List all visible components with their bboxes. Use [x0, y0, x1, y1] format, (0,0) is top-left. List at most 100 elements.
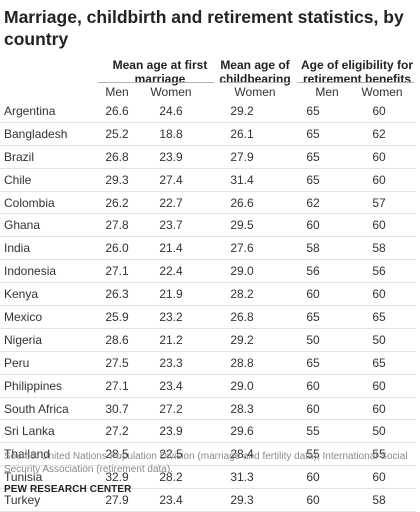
women-marriage-cell: 28.2 [159, 470, 183, 485]
country-cell: Kenya [4, 287, 39, 302]
childbearing-cell: 28.3 [230, 401, 254, 416]
country-cell: Colombia [4, 195, 55, 210]
women-retirement-cell: 56 [372, 264, 386, 279]
childbearing-cell: 28.4 [230, 447, 254, 462]
table-row: South Africa 30.7 27.2 28.3 60 60 [0, 397, 416, 420]
men-marriage-cell: 28.6 [105, 332, 129, 347]
men-marriage-cell: 26.2 [105, 195, 129, 210]
country-cell: Argentina [4, 103, 56, 118]
childbearing-cell: 29.5 [230, 218, 254, 233]
men-retirement-cell: 58 [306, 241, 320, 256]
men-retirement-cell: 55 [306, 424, 320, 439]
women-marriage-cell: 21.4 [159, 241, 183, 256]
table-row: Tunisia 32.9 28.2 31.3 60 60 [0, 466, 416, 489]
women-marriage-cell: 23.7 [159, 218, 183, 233]
childbearing-cell: 26.1 [230, 126, 254, 141]
men-retirement-cell: 60 [306, 493, 320, 508]
subheader-men: Men [315, 85, 339, 99]
childbearing-cell: 29.2 [230, 332, 254, 347]
country-cell: Sri Lanka [4, 424, 55, 439]
men-retirement-cell: 56 [306, 264, 320, 279]
women-retirement-cell: 58 [372, 493, 386, 508]
women-marriage-cell: 24.6 [159, 103, 183, 118]
country-cell: Philippines [4, 378, 63, 393]
men-retirement-cell: 65 [306, 126, 320, 141]
women-marriage-cell: 23.9 [159, 424, 183, 439]
men-marriage-cell: 27.1 [105, 378, 129, 393]
women-retirement-cell: 62 [372, 126, 386, 141]
country-cell: Brazil [4, 149, 35, 164]
childbearing-cell: 29.0 [230, 264, 254, 279]
country-cell: Tunisia [4, 470, 43, 485]
country-cell: Indonesia [4, 264, 57, 279]
childbearing-cell: 28.2 [230, 287, 254, 302]
header-rule-marriage [98, 82, 214, 83]
table-row: Nigeria 28.6 21.2 29.2 50 50 [0, 328, 416, 352]
men-marriage-cell: 29.3 [105, 172, 129, 187]
women-retirement-cell: 65 [372, 355, 386, 370]
country-cell: India [4, 241, 31, 256]
women-marriage-cell: 23.2 [159, 309, 183, 324]
men-retirement-cell: 60 [306, 378, 320, 393]
statistics-table: Argentina 26.6 24.6 29.2 65 60 Bangladesh 25.2 1… [0, 100, 416, 512]
childbearing-cell: 26.8 [230, 309, 254, 324]
women-retirement-cell: 50 [372, 332, 386, 347]
subheader-men: Men [105, 85, 129, 99]
women-retirement-cell: 60 [372, 103, 386, 118]
men-retirement-cell: 60 [306, 470, 320, 485]
women-marriage-cell: 27.4 [159, 172, 183, 187]
men-marriage-cell: 32.9 [105, 470, 129, 485]
childbearing-cell: 28.8 [230, 355, 254, 370]
women-retirement-cell: 60 [372, 378, 386, 393]
country-cell: Chile [4, 172, 32, 187]
men-retirement-cell: 65 [306, 309, 320, 324]
subheader-women: Women [234, 85, 276, 99]
men-retirement-cell: 65 [306, 149, 320, 164]
women-retirement-cell: 60 [372, 149, 386, 164]
men-retirement-cell: 65 [306, 355, 320, 370]
childbearing-cell: 29.3 [230, 493, 254, 508]
subheader-women: Women [150, 85, 192, 99]
subheader-women: Women [361, 85, 403, 99]
men-marriage-cell: 27.1 [105, 264, 129, 279]
source-note: Source: United Nations Population Divisi… [4, 451, 408, 475]
men-marriage-cell: 26.8 [105, 149, 129, 164]
country-cell: Thailand [4, 447, 51, 462]
men-retirement-cell: 60 [306, 401, 320, 416]
men-marriage-cell: 25.2 [105, 126, 129, 141]
childbearing-cell: 29.2 [230, 103, 254, 118]
men-marriage-cell: 27.2 [105, 424, 129, 439]
table-row: India 26.0 21.4 27.6 58 58 [0, 237, 416, 260]
women-marriage-cell: 23.3 [159, 355, 183, 370]
men-marriage-cell: 27.8 [105, 218, 129, 233]
men-marriage-cell: 26.0 [105, 241, 129, 256]
women-marriage-cell: 23.4 [159, 493, 183, 508]
table-row: Chile 29.3 27.4 31.4 65 60 [0, 168, 416, 192]
header-rule-retirement [298, 82, 414, 83]
table-row: Mexico 25.9 23.2 26.8 65 65 [0, 306, 416, 329]
page-title: Marriage, childbirth and retirement stat… [4, 7, 404, 49]
women-retirement-cell: 60 [372, 218, 386, 233]
women-retirement-cell: 58 [372, 241, 386, 256]
men-marriage-cell: 26.6 [105, 103, 129, 118]
country-cell: Peru [4, 355, 30, 370]
country-cell: South Africa [4, 401, 69, 416]
men-retirement-cell: 50 [306, 332, 320, 347]
women-marriage-cell: 18.8 [159, 126, 183, 141]
men-marriage-cell: 30.7 [105, 401, 129, 416]
table-row: Philippines 27.1 23.4 29.0 60 60 [0, 374, 416, 398]
country-cell: Nigeria [4, 332, 43, 347]
women-marriage-cell: 22.7 [159, 195, 183, 210]
childbearing-cell: 29.6 [230, 424, 254, 439]
men-marriage-cell: 25.9 [105, 309, 129, 324]
childbearing-cell: 27.9 [230, 149, 254, 164]
women-marriage-cell: 23.9 [159, 149, 183, 164]
men-marriage-cell: 28.5 [105, 447, 129, 462]
women-retirement-cell: 57 [372, 195, 386, 210]
men-retirement-cell: 60 [306, 218, 320, 233]
country-cell: Turkey [4, 493, 41, 508]
women-marriage-cell: 22.4 [159, 264, 183, 279]
table-row: Indonesia 27.1 22.4 29.0 56 56 [0, 260, 416, 283]
men-retirement-cell: 60 [306, 287, 320, 302]
women-retirement-cell: 60 [372, 401, 386, 416]
